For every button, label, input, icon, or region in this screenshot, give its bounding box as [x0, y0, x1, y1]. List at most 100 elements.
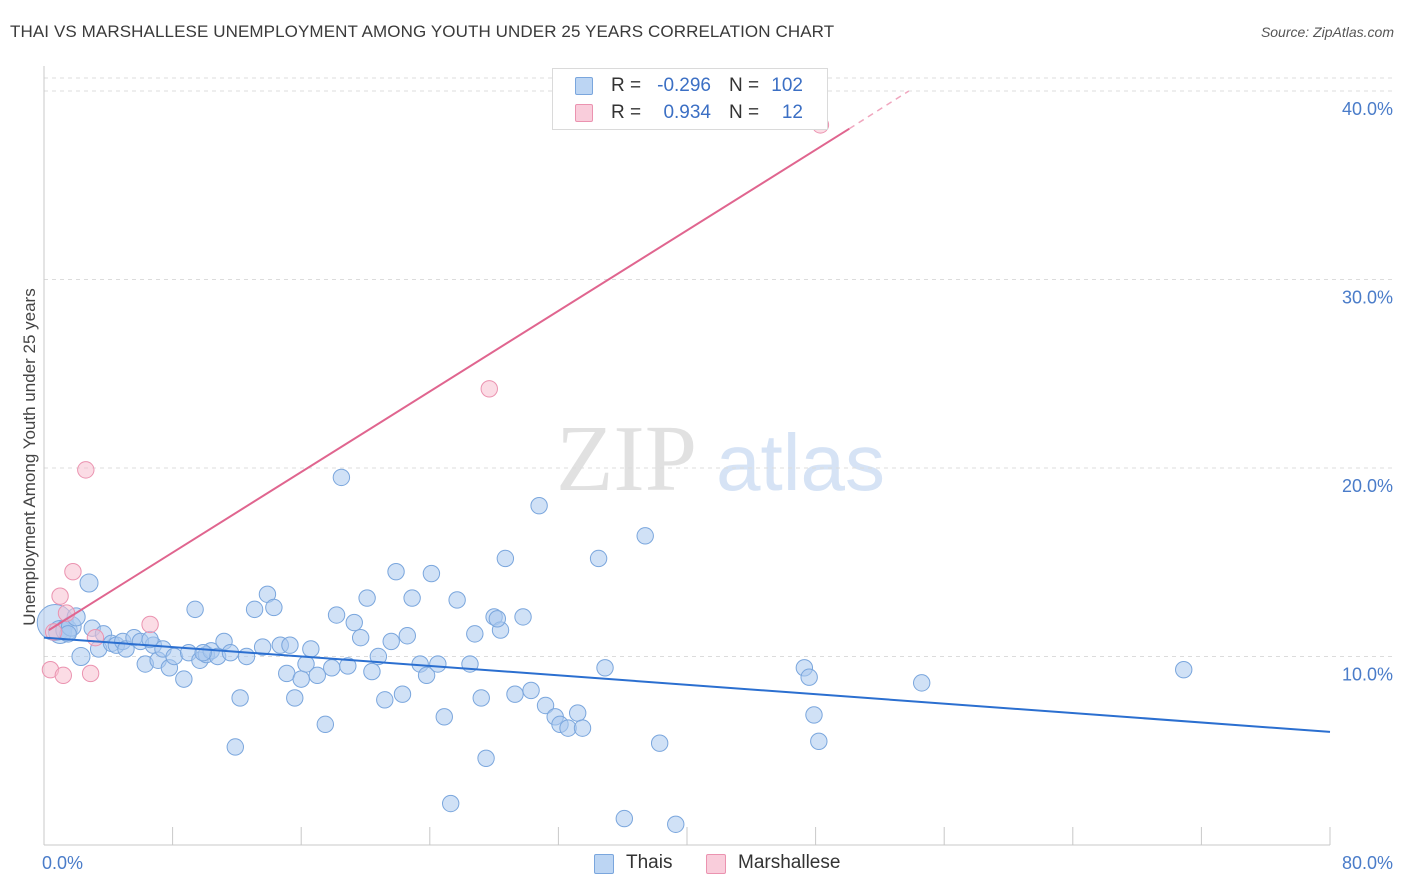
thais-point [71, 646, 91, 667]
marshallese-trend-extension [848, 90, 910, 130]
thais-point [514, 608, 532, 626]
thais-point [194, 644, 212, 662]
thais-point [286, 689, 304, 707]
thais-point [175, 670, 193, 688]
thais-point [488, 610, 507, 628]
thais-point [369, 647, 388, 666]
thais-trend-line [43, 636, 1331, 733]
thais-point [589, 549, 608, 568]
legend-row-thais: R = -0.296 N = 102 [553, 73, 827, 99]
marshallese-point [44, 623, 63, 641]
thais-point [308, 666, 326, 685]
r-value: -0.296 [657, 75, 711, 96]
thais-legend-swatch [594, 854, 614, 874]
thais-point [522, 681, 540, 700]
x-tick-label: 0.0% [42, 853, 83, 873]
thais-legend-label: Thais [626, 852, 673, 873]
marshallese-point [81, 664, 100, 683]
r-value: 0.934 [663, 102, 711, 123]
thais-point [429, 655, 447, 673]
x-tick-label: 80.0% [1342, 853, 1393, 873]
thais-point [363, 662, 381, 681]
thais-point [281, 636, 299, 654]
y-tick-label: 30.0% [1342, 287, 1393, 307]
thais-point [805, 706, 823, 724]
thais-point [667, 815, 685, 833]
thais-point [186, 600, 204, 619]
marshallese-legend-label: Marshallese [738, 852, 841, 873]
thais-point [393, 685, 412, 703]
marshallese-trend-line [48, 127, 850, 631]
thais-point [441, 794, 460, 813]
thais-point [265, 598, 283, 617]
watermark-atlas: atlas [716, 418, 885, 507]
correlation-legend: R = -0.296 N = 102 R = 0.934 N = 12 [552, 68, 828, 130]
y-tick-label: 20.0% [1342, 476, 1393, 496]
thais-point [323, 659, 341, 677]
thais-point [382, 632, 400, 651]
marshallese-point [54, 666, 72, 685]
thais-point [292, 670, 310, 688]
thais-point [339, 657, 357, 675]
thais-point [79, 573, 99, 593]
marshallese-point [141, 615, 159, 634]
thais-point [472, 689, 490, 707]
marshallese-swatch [575, 104, 593, 122]
chart-source: Source: ZipAtlas.com [1260, 24, 1394, 40]
watermark-zip: ZIP [556, 407, 697, 511]
n-label: N = [729, 102, 760, 123]
thais-point [358, 589, 376, 607]
thais-point [1175, 660, 1193, 679]
n-label: N = [729, 75, 760, 96]
thais-point [800, 668, 818, 686]
thais-point [448, 591, 466, 609]
grid-lines [44, 77, 1392, 657]
trend-lines [43, 90, 1331, 733]
y-tick-label: 40.0% [1342, 99, 1393, 119]
thais-point [226, 738, 244, 756]
thais-point [245, 600, 264, 619]
thais-point [231, 689, 249, 707]
thais-point [302, 640, 320, 658]
tick-labels: 10.0% 20.0% 30.0% 40.0% 0.0% 80.0% [42, 99, 1393, 873]
n-value: 102 [771, 75, 803, 96]
y-tick-label: 10.0% [1342, 664, 1393, 684]
r-label: R = [611, 75, 642, 96]
thais-point [278, 664, 296, 683]
thais-point [403, 589, 421, 607]
thais-point [568, 704, 587, 722]
thais-point [345, 613, 363, 632]
thais-point [398, 627, 416, 645]
thais-point [376, 691, 394, 709]
thais-point [573, 719, 592, 737]
thais-point [506, 685, 524, 703]
thais-point [435, 708, 453, 726]
thais-point [165, 647, 183, 666]
thais-point [536, 696, 555, 715]
thais-point [417, 666, 436, 685]
thais-point [466, 625, 484, 643]
thais-point [636, 527, 654, 545]
chart-title: THAI VS MARSHALLESE UNEMPLOYMENT AMONG Y… [10, 22, 835, 41]
data-points [36, 116, 1193, 833]
marshallese-point [64, 562, 82, 581]
r-label: R = [611, 102, 642, 123]
thais-point [327, 606, 346, 624]
marshallese-point [86, 628, 105, 647]
thais-point [530, 496, 548, 515]
n-value: 12 [781, 102, 803, 123]
y-axis-label: Unemployment Among Youth under 25 years [20, 288, 39, 625]
marshallese-legend-swatch [706, 854, 726, 874]
thais-point [559, 719, 577, 737]
legend-row-marshallese: R = 0.934 N = 12 [553, 100, 827, 126]
thais-point [351, 628, 370, 647]
watermark: ZIP atlas [556, 407, 885, 511]
thais-point [316, 715, 335, 734]
thais-point [496, 549, 515, 568]
marshallese-point [480, 380, 498, 398]
thais-swatch [575, 77, 593, 95]
thais-point [237, 647, 256, 666]
thais-point [596, 659, 614, 677]
thais-point [477, 749, 495, 767]
